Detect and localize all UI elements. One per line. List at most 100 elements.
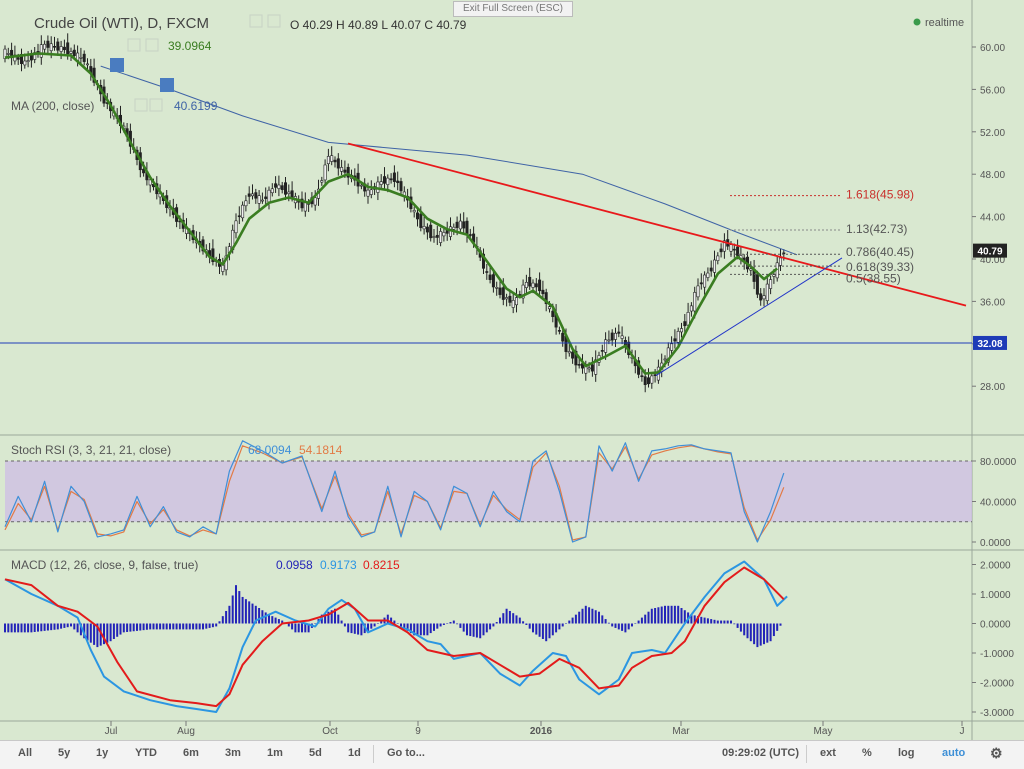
candle [39,35,43,65]
macd-signal-value: 0.8215 [363,558,400,572]
histogram-bar [772,623,775,637]
histogram-bar [43,623,46,631]
price-tick-label: 56.00 [980,85,1005,96]
stoch-label: Stoch RSI (3, 3, 21, 21, close) [11,443,171,457]
histogram-bar [50,623,53,631]
candle [683,314,687,334]
candle [488,265,492,284]
candle [277,175,281,197]
candle [389,173,393,184]
histogram-bar [106,623,109,643]
histogram-bar [469,623,472,637]
histogram-bar [739,623,742,632]
candle-body [544,292,548,305]
histogram-bar [489,623,492,630]
candle [429,219,433,242]
candle-body [524,282,528,288]
candle-body [66,42,70,55]
candle-body [505,297,509,300]
candle-body [336,158,340,169]
candle-body [686,312,690,326]
histogram-bar [680,608,683,624]
stoch-d-value: 54.1814 [299,443,343,457]
histogram-bar [66,623,69,628]
time-tick-label: Oct [322,726,338,737]
time-tick-label: May [814,726,833,737]
candle [528,267,532,290]
candle-body [511,300,515,308]
histogram-bar [142,623,145,631]
candle-body [650,375,654,384]
auto-toggle[interactable]: auto [942,747,966,759]
histogram-bar [350,623,353,634]
candle-body [534,283,538,288]
histogram-bar [304,623,307,633]
histogram-bar [548,623,551,639]
histogram-bar [522,621,525,624]
candle-body [722,240,726,252]
candle [392,165,396,188]
candle [247,186,251,204]
candle [594,350,598,382]
range-5d-button[interactable]: 5d [309,747,322,759]
range-ytd-button[interactable]: YTD [135,747,157,759]
signal-line [4,566,785,708]
hline-price-label: 32.08 [977,339,1002,350]
candle [511,292,515,314]
candle-body [574,350,578,366]
histogram-bar [502,613,505,624]
range-3m-button[interactable]: 3m [225,747,241,759]
candle-body [425,226,429,233]
range-5y-button[interactable]: 5y [58,747,71,759]
log-toggle[interactable]: log [898,747,915,759]
histogram-bar [162,623,165,630]
candle [557,326,561,335]
histogram-bar [512,613,515,624]
histogram-bar [485,623,488,633]
macd-tick-label: -1.0000 [980,649,1014,660]
candle-body [419,213,423,228]
candle-body [86,63,90,66]
histogram-bar [367,623,369,631]
candle-body [277,184,281,189]
candle [330,146,334,166]
percent-toggle[interactable]: % [862,747,872,759]
histogram-bar [400,623,402,627]
histogram-bar [756,623,759,648]
histogram-bar [446,623,449,624]
candle-body [488,274,492,280]
candle [336,153,340,176]
candle [264,187,268,205]
histogram-bar [235,585,237,624]
candle [43,40,47,53]
ma-short-line [4,52,779,375]
exit-fullscreen-button[interactable]: Exit Full Screen (ESC) [453,1,573,17]
histogram-bar [406,623,409,631]
range-1d-button[interactable]: 1d [348,747,361,759]
range-1y-button[interactable]: 1y [96,747,109,759]
range-6m-button[interactable]: 6m [183,747,199,759]
histogram-bar [30,623,33,633]
histogram-bar [555,623,558,633]
histogram-bar [683,610,686,624]
candle-body [283,182,287,195]
candle-body [442,232,446,237]
histogram-bar [594,610,597,624]
histogram-bar [13,623,16,633]
histogram-bar [202,623,204,630]
range-all-button[interactable]: All [18,747,33,759]
candle [574,345,578,373]
candle-body [458,220,462,230]
histogram-bar [617,623,620,630]
candle-body [538,279,542,292]
candle [333,156,337,168]
ext-toggle[interactable]: ext [820,747,836,759]
range-1m-button[interactable]: 1m [267,747,283,759]
goto-button[interactable]: Go to... [387,747,425,759]
candle-body [491,274,495,288]
gear-icon[interactable]: ⚙ [990,745,1003,761]
stoch-k-value: 68.0094 [248,443,292,457]
candle-body [429,224,433,239]
histogram-bar [413,623,416,636]
candle-body [772,274,776,277]
